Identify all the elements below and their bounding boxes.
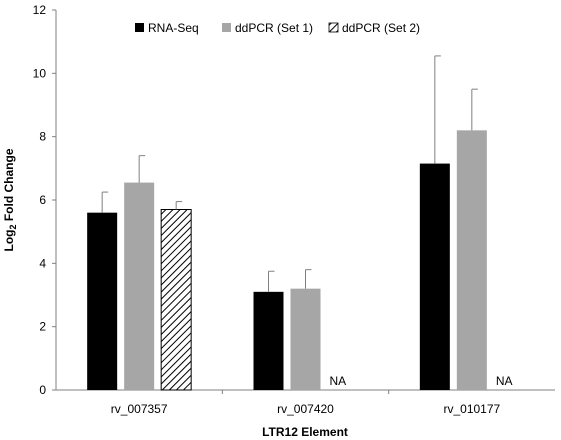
bar <box>160 209 192 391</box>
legend-swatch <box>222 23 231 32</box>
na-label: NA <box>330 374 347 388</box>
y-tick-label: 2 <box>39 320 46 334</box>
y-axis-title: Log2 Fold Change <box>2 148 18 251</box>
na-label: NA <box>496 374 513 388</box>
bar <box>290 288 321 390</box>
legend-label: RNA-Seq <box>148 21 199 35</box>
y-tick-label: 6 <box>39 193 46 207</box>
y-tick-label: 10 <box>33 66 47 80</box>
bar <box>124 182 155 390</box>
x-tick-label: rv_010177 <box>443 402 500 416</box>
bar <box>419 163 450 390</box>
bar <box>456 130 487 391</box>
x-tick-label: rv_007357 <box>111 402 168 416</box>
legend-label: ddPCR (Set 2) <box>342 21 420 35</box>
y-tick-label: 4 <box>39 256 46 270</box>
legend-swatch <box>328 22 339 33</box>
legend-label: ddPCR (Set 1) <box>235 21 313 35</box>
y-tick-label: 12 <box>33 3 47 17</box>
x-tick-label: rv_007420 <box>277 402 334 416</box>
plot-area: 0 2 4 6 8 10 12 rv_007357 rv_007420 NA rv_010177 NA <box>33 3 555 416</box>
bar <box>87 212 118 390</box>
legend: RNA-Seq ddPCR (Set 1) ddPCR (Set 2) <box>135 21 420 35</box>
legend-swatch <box>135 23 144 32</box>
x-axis-title: LTR12 Element <box>262 425 348 439</box>
y-tick-label: 0 <box>39 383 46 397</box>
bar <box>253 291 284 390</box>
y-tick-label: 8 <box>39 130 46 144</box>
